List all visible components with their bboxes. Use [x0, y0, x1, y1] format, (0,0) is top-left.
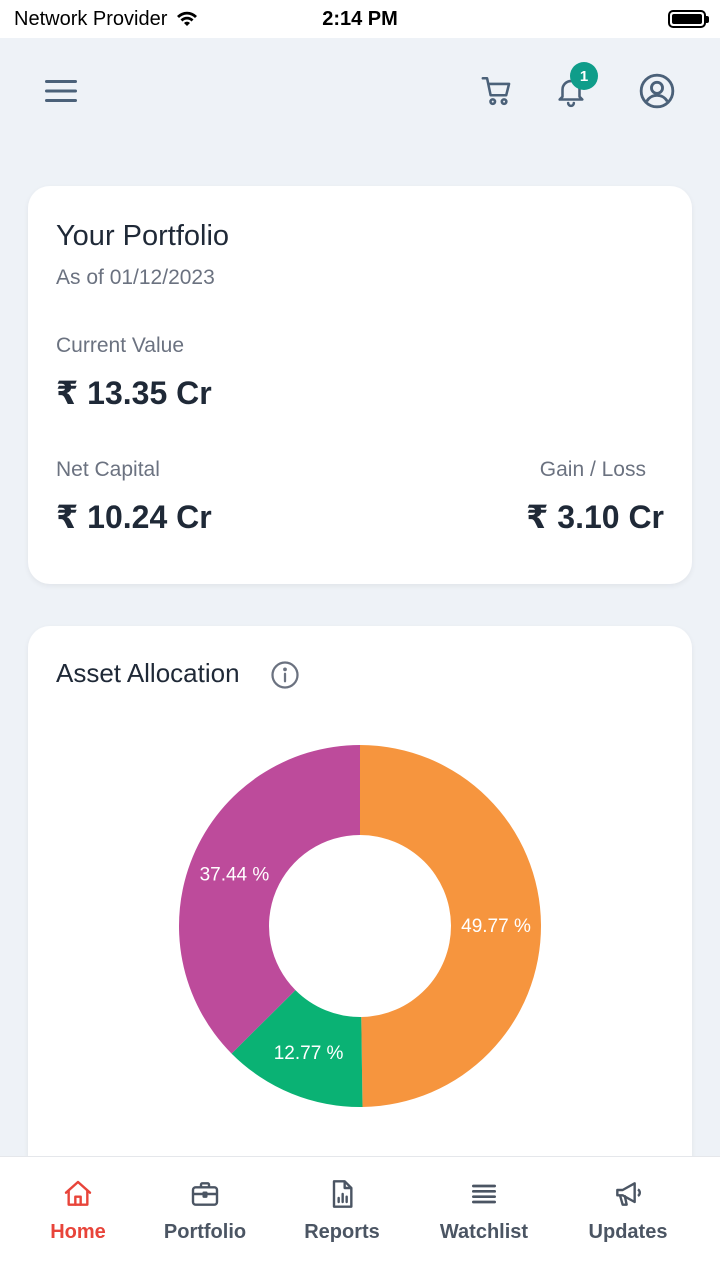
list-icon	[472, 1184, 496, 1204]
status-bar: Network Provider 2:14 PM	[0, 0, 720, 38]
briefcase-icon	[191, 1182, 219, 1206]
hamburger-icon	[45, 80, 77, 102]
megaphone-icon	[616, 1182, 641, 1206]
notification-badge: 1	[570, 62, 598, 90]
nav-watchlist-label: Watchlist	[439, 1221, 529, 1243]
info-icon[interactable]	[270, 660, 300, 690]
asset-allocation-card: Asset Allocation 49.77 % 12.77 % 37.44 %	[28, 626, 692, 1186]
status-time: 2:14 PM	[322, 7, 398, 30]
gain-loss-value: ₹ 3.10 Cr	[526, 499, 664, 535]
profile-button[interactable]	[636, 70, 678, 112]
menu-button[interactable]	[40, 70, 82, 112]
nav-reports-label: Reports	[304, 1221, 380, 1243]
status-left: Network Provider	[14, 8, 274, 31]
nav-reports[interactable]: Reports	[272, 1177, 412, 1257]
donut-slice-0	[360, 745, 541, 1107]
net-capital-label: Net Capital	[56, 458, 160, 481]
battery-icon	[668, 10, 709, 28]
report-icon	[332, 1180, 353, 1208]
home-icon	[64, 1180, 92, 1206]
donut-slice-label-0: 49.77 %	[461, 916, 531, 937]
nav-watchlist[interactable]: Watchlist	[414, 1177, 554, 1257]
donut-slice-1	[231, 990, 363, 1107]
portfolio-title: Your Portfolio	[56, 220, 230, 252]
nav-portfolio-label: Portfolio	[163, 1221, 247, 1243]
donut-slice-label-2: 37.44 %	[200, 865, 270, 886]
current-value-label: Current Value	[56, 334, 185, 357]
portfolio-card[interactable]: Your Portfolio As of 01/12/2023 Current …	[28, 186, 692, 584]
cart-button[interactable]	[476, 70, 518, 112]
nav-updates-label: Updates	[588, 1221, 668, 1243]
asset-allocation-title: Asset Allocation	[56, 658, 240, 688]
nav-portfolio[interactable]: Portfolio	[135, 1177, 275, 1257]
status-right	[446, 10, 709, 28]
gain-loss-label: Gain / Loss	[539, 458, 646, 481]
nav-home-label: Home	[50, 1221, 106, 1243]
bottom-navigation: Home Portfolio Reports Wat	[0, 1156, 720, 1280]
app-header: 1	[0, 38, 720, 148]
carrier-name: Network Provider	[14, 7, 168, 30]
nav-updates[interactable]: Updates	[558, 1177, 698, 1257]
portfolio-date: As of 01/12/2023	[56, 266, 215, 289]
cart-icon	[481, 76, 511, 106]
current-value: ₹ 13.35 Cr	[56, 375, 212, 411]
asset-allocation-donut-chart: 49.77 % 12.77 % 37.44 %	[178, 745, 541, 1107]
user-icon	[639, 73, 675, 109]
donut-slice-label-1: 12.77 %	[274, 1043, 344, 1064]
wifi-icon	[177, 11, 198, 26]
donut-slice-2	[178, 745, 360, 1054]
net-capital-value: ₹ 10.24 Cr	[56, 499, 212, 535]
nav-home[interactable]: Home	[8, 1177, 148, 1257]
